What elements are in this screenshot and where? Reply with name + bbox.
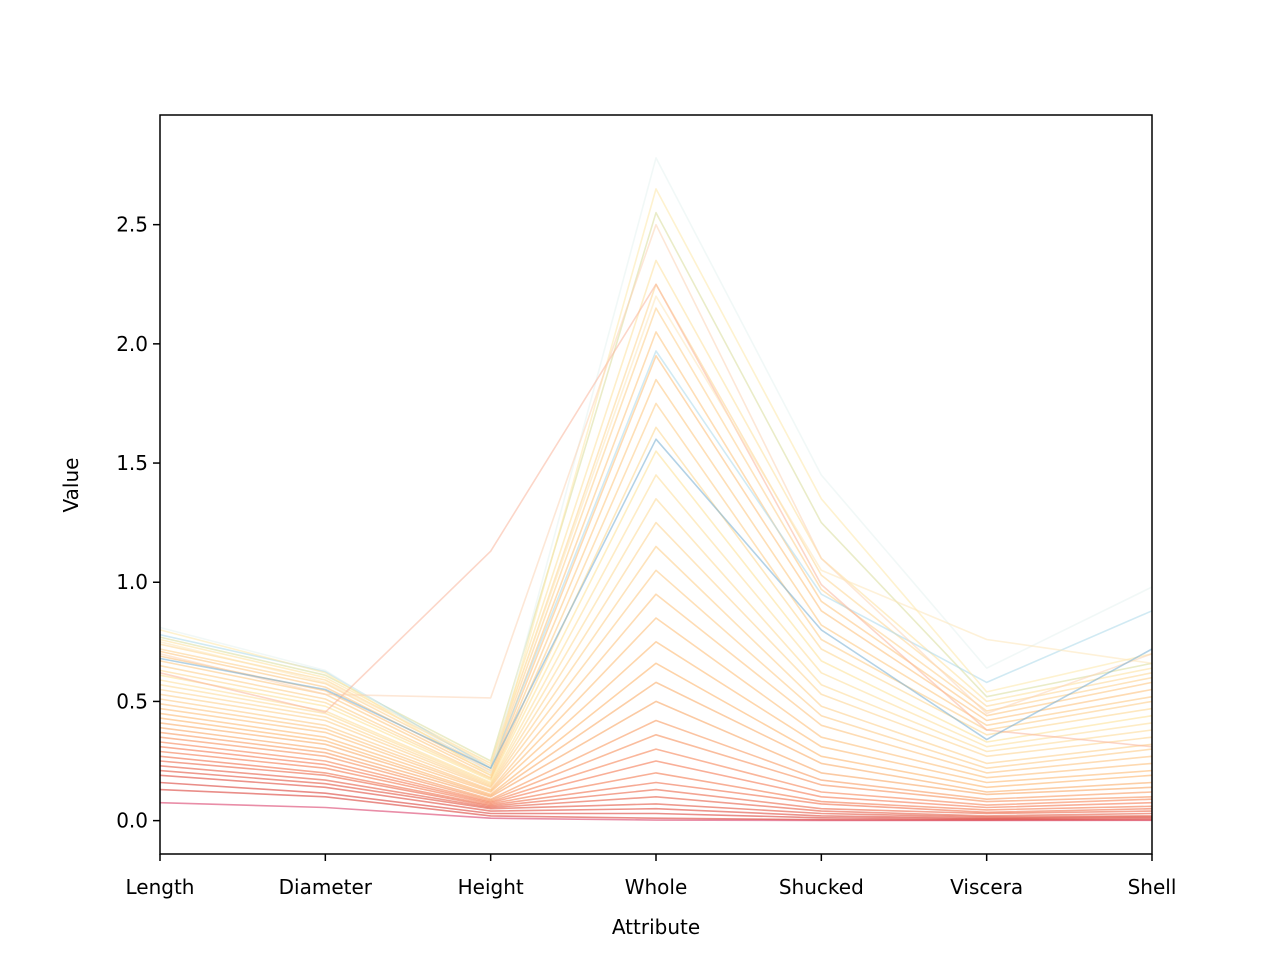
x-axis: Length Diameter Height Whole Shucked Viscera S… xyxy=(126,854,1177,899)
x-tick-label: Shell xyxy=(1128,875,1177,899)
y-axis: 0.0 0.5 1.0 1.5 2.0 2.5 xyxy=(116,213,160,833)
series-line xyxy=(159,545,1153,787)
series-line xyxy=(159,223,1153,715)
x-tick-label: Viscera xyxy=(950,875,1023,899)
series-line xyxy=(159,700,1153,798)
y-tick-label: 2.5 xyxy=(116,213,148,237)
series-line xyxy=(159,331,1153,772)
x-tick-label: Height xyxy=(458,875,524,899)
series-line xyxy=(159,755,1153,814)
series-line xyxy=(159,283,1153,748)
series-line xyxy=(159,350,1153,770)
series-line xyxy=(159,593,1153,791)
y-tick-label: 1.5 xyxy=(116,451,148,475)
series-line xyxy=(159,307,1153,770)
series-line xyxy=(159,617,1153,792)
y-tick-label: 0.5 xyxy=(116,689,148,713)
y-axis-title: Value xyxy=(59,458,83,513)
series-line xyxy=(159,354,1153,774)
series-line xyxy=(159,741,1153,806)
series-line xyxy=(159,788,1153,821)
series-line xyxy=(159,760,1153,815)
series-line xyxy=(159,188,1153,777)
series-line xyxy=(159,438,1153,770)
series-line xyxy=(159,450,1153,781)
y-tick-label: 1.0 xyxy=(116,570,148,594)
y-tick-label: 0.0 xyxy=(116,809,148,833)
x-tick-label: Diameter xyxy=(279,875,373,899)
series-line xyxy=(159,295,1153,765)
series-line xyxy=(159,157,1153,774)
x-tick-label: Whole xyxy=(625,875,688,899)
series-line xyxy=(159,745,1153,809)
series-line xyxy=(159,774,1153,820)
y-tick-label: 2.0 xyxy=(116,332,148,356)
series-line xyxy=(159,497,1153,785)
series-line xyxy=(159,569,1153,789)
series-line xyxy=(159,719,1153,801)
x-tick-label: Shucked xyxy=(779,875,864,899)
series-line xyxy=(159,733,1153,803)
series-line xyxy=(159,781,1153,820)
series-line xyxy=(159,662,1153,796)
series-lines xyxy=(159,157,1153,822)
series-line xyxy=(159,402,1153,779)
series-line xyxy=(159,259,1153,765)
x-tick-label: Length xyxy=(126,875,195,899)
series-line xyxy=(159,765,1153,817)
series-line xyxy=(159,640,1153,793)
series-line xyxy=(159,211,1153,762)
series-line xyxy=(159,521,1153,786)
series-line xyxy=(159,750,1153,811)
series-line xyxy=(159,681,1153,797)
x-axis-title: Attribute xyxy=(612,915,700,939)
series-line xyxy=(159,426,1153,780)
series-line xyxy=(159,474,1153,784)
series-line xyxy=(159,769,1153,818)
